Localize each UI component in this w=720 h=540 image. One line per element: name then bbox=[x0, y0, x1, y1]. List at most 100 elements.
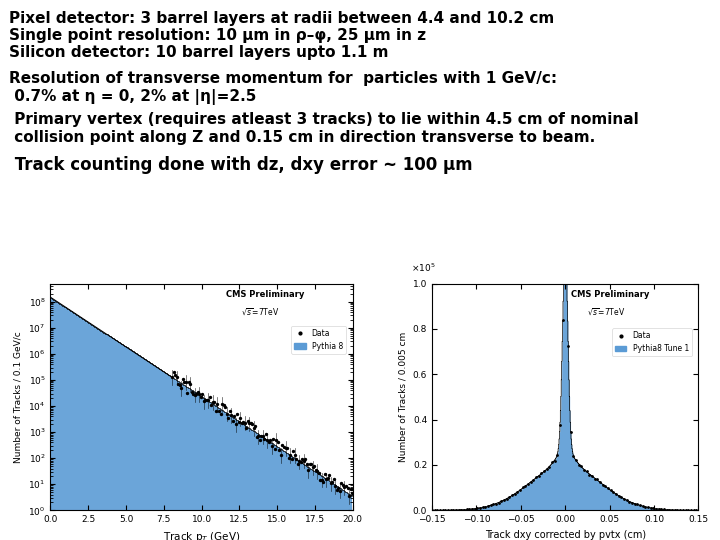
Point bbox=[629, 500, 641, 508]
Point bbox=[239, 418, 251, 427]
Point bbox=[584, 470, 595, 479]
Point bbox=[450, 505, 462, 514]
Point bbox=[342, 483, 354, 492]
Point bbox=[683, 506, 694, 515]
Point bbox=[240, 424, 252, 433]
Point bbox=[202, 395, 214, 404]
Point bbox=[338, 483, 350, 492]
Point bbox=[514, 486, 526, 495]
Text: collision point along Z and 0.15 cm in direction transverse to beam.: collision point along Z and 0.15 cm in d… bbox=[9, 130, 595, 145]
Point bbox=[474, 503, 486, 512]
Text: $\sqrt{s}$=7TeV: $\sqrt{s}$=7TeV bbox=[241, 306, 279, 317]
Point bbox=[440, 506, 451, 515]
Point bbox=[557, 316, 569, 325]
Point bbox=[592, 475, 603, 484]
Point bbox=[192, 388, 204, 396]
Point bbox=[613, 492, 624, 501]
Point bbox=[531, 473, 542, 482]
Point bbox=[250, 422, 261, 430]
Point bbox=[293, 457, 305, 465]
Point bbox=[621, 496, 633, 504]
Point bbox=[290, 455, 302, 463]
Point bbox=[289, 450, 300, 459]
Point bbox=[559, 245, 571, 254]
Point bbox=[298, 456, 310, 465]
Point bbox=[313, 469, 325, 477]
Point bbox=[429, 506, 441, 515]
Point bbox=[253, 432, 264, 441]
Point bbox=[171, 373, 182, 382]
Point bbox=[343, 492, 355, 501]
Point bbox=[346, 489, 358, 498]
Point bbox=[246, 420, 258, 429]
Point bbox=[581, 467, 593, 475]
Point bbox=[448, 505, 459, 514]
Point bbox=[469, 504, 480, 513]
Point bbox=[265, 435, 276, 444]
Point bbox=[292, 460, 303, 469]
Point bbox=[307, 463, 318, 471]
Point bbox=[544, 463, 555, 472]
Point bbox=[431, 506, 443, 515]
Point bbox=[323, 471, 335, 480]
Text: CMS Preliminary: CMS Preliminary bbox=[570, 291, 649, 299]
Point bbox=[688, 506, 699, 515]
Point bbox=[228, 412, 240, 421]
Point bbox=[685, 506, 696, 515]
Point bbox=[464, 505, 475, 514]
Point bbox=[487, 500, 499, 509]
Point bbox=[334, 486, 346, 495]
Point bbox=[442, 506, 454, 515]
Point bbox=[600, 482, 611, 490]
Point bbox=[236, 419, 248, 428]
Point bbox=[263, 437, 274, 446]
Point bbox=[257, 432, 269, 441]
Point bbox=[191, 389, 202, 398]
Point bbox=[327, 478, 338, 487]
Point bbox=[333, 483, 344, 492]
Point bbox=[634, 501, 646, 510]
Point bbox=[536, 469, 547, 478]
Point bbox=[597, 481, 608, 489]
Point bbox=[330, 482, 341, 491]
Point bbox=[522, 480, 534, 488]
Point bbox=[477, 503, 488, 511]
Point bbox=[552, 451, 563, 460]
Point bbox=[677, 506, 688, 515]
Point bbox=[216, 400, 228, 408]
Point bbox=[227, 416, 238, 425]
Point bbox=[624, 497, 635, 506]
Point bbox=[554, 420, 566, 429]
Point bbox=[664, 505, 675, 514]
Point bbox=[549, 456, 560, 465]
Point bbox=[183, 377, 194, 386]
Point bbox=[495, 497, 507, 505]
Point bbox=[217, 401, 229, 409]
Point bbox=[675, 506, 686, 515]
Point bbox=[690, 506, 702, 515]
Point bbox=[282, 444, 293, 453]
Point bbox=[225, 410, 237, 419]
Point bbox=[445, 506, 456, 515]
Point bbox=[669, 505, 680, 514]
Point bbox=[201, 395, 212, 404]
Point bbox=[245, 418, 256, 427]
Text: 0.7% at η = 0, 2% at |η|=2.5: 0.7% at η = 0, 2% at |η|=2.5 bbox=[9, 89, 256, 105]
Point bbox=[589, 475, 600, 483]
Point bbox=[204, 393, 216, 402]
Point bbox=[283, 454, 294, 463]
Text: $\sqrt{s}$=7TeV: $\sqrt{s}$=7TeV bbox=[587, 306, 625, 317]
Point bbox=[453, 505, 464, 514]
Point bbox=[308, 462, 320, 470]
Point bbox=[434, 506, 446, 515]
Point bbox=[637, 502, 649, 510]
Point bbox=[603, 484, 614, 492]
Point bbox=[248, 424, 259, 433]
Text: Single point resolution: 10 μm in ρ–φ, 25 μm in z: Single point resolution: 10 μm in ρ–φ, 2… bbox=[9, 28, 426, 43]
Point bbox=[570, 456, 582, 464]
Legend: Data, Pythia8 Tune 1: Data, Pythia8 Tune 1 bbox=[612, 328, 692, 356]
Point bbox=[280, 443, 292, 452]
Point bbox=[316, 475, 328, 484]
Point bbox=[199, 395, 211, 404]
Point bbox=[312, 467, 323, 475]
